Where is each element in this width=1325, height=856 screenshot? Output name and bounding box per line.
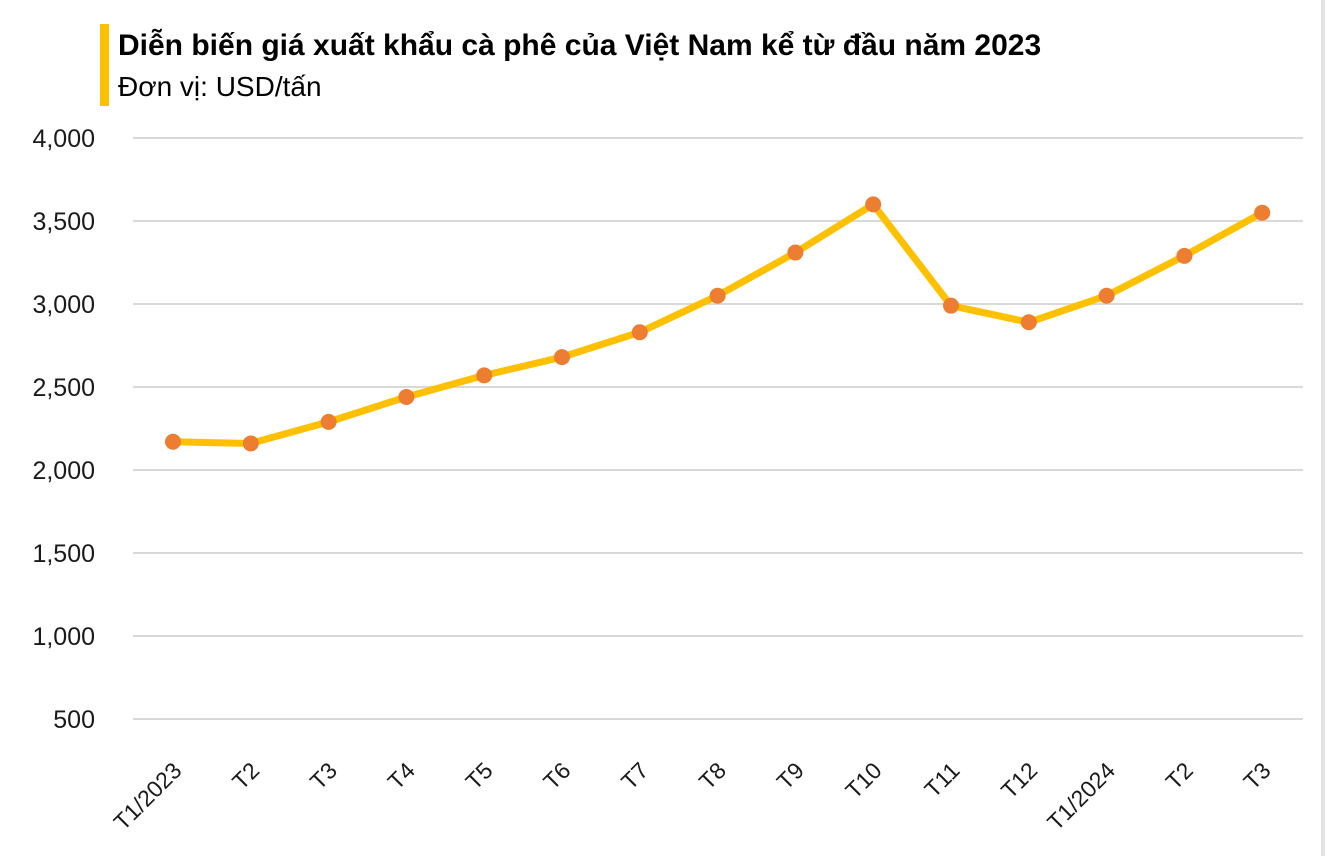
x-axis-label: T2 xyxy=(227,757,264,794)
x-axis-label: T1/2024 xyxy=(1042,757,1120,835)
y-axis-label: 2,500 xyxy=(32,374,95,402)
title-accent-bar xyxy=(100,24,109,106)
chart-title: Diễn biến giá xuất khẩu cà phê của Việt … xyxy=(118,29,1042,62)
y-axis-label: 4,000 xyxy=(32,125,95,153)
chart-header: Diễn biến giá xuất khẩu cà phê của Việt … xyxy=(100,24,1041,106)
data-point-marker xyxy=(165,433,181,450)
chart-subtitle: Đơn vị: USD/tấn xyxy=(118,71,322,102)
x-axis-label: T11 xyxy=(919,757,964,802)
data-point-marker xyxy=(554,349,570,366)
x-axis-label: T2 xyxy=(1161,757,1198,794)
y-axis-label: 1,000 xyxy=(32,623,95,651)
x-axis-label: T10 xyxy=(840,757,886,803)
y-axis-label: 2,000 xyxy=(32,457,95,485)
y-axis-label: 3,500 xyxy=(32,208,95,236)
x-axis-label: T7 xyxy=(616,757,653,794)
x-axis-label: T5 xyxy=(460,757,497,794)
data-point-marker xyxy=(787,244,804,261)
price-line xyxy=(169,200,1266,447)
x-axis-label: T3 xyxy=(1238,757,1275,794)
x-axis-label: T4 xyxy=(383,757,421,795)
data-point-marker xyxy=(1176,247,1193,264)
data-point-marker xyxy=(943,297,959,314)
data-point-marker xyxy=(1098,287,1115,304)
data-point-marker xyxy=(1254,204,1271,221)
data-point-marker xyxy=(865,196,882,213)
title-block: Diễn biến giá xuất khẩu cà phê của Việt … xyxy=(118,24,1041,106)
x-axis-label: T1/2023 xyxy=(108,757,186,835)
data-point-marker xyxy=(631,324,648,341)
data-point-marker xyxy=(476,367,493,384)
y-axis-label: 500 xyxy=(53,706,95,734)
data-point-marker xyxy=(398,388,415,405)
x-axis-label: T12 xyxy=(996,757,1042,803)
data-point-marker xyxy=(320,413,337,430)
x-axis-label: T3 xyxy=(305,757,342,794)
y-axis-label: 1,500 xyxy=(32,540,95,568)
y-axis-label: 3,000 xyxy=(32,291,95,319)
data-point-marker xyxy=(242,435,259,452)
x-axis-label: T6 xyxy=(538,757,575,794)
x-axis-label: T9 xyxy=(772,757,809,794)
data-point-marker xyxy=(709,287,726,304)
right-edge-strip xyxy=(1321,0,1325,856)
x-axis-label: T8 xyxy=(694,757,731,794)
data-point-marker xyxy=(1020,314,1037,331)
